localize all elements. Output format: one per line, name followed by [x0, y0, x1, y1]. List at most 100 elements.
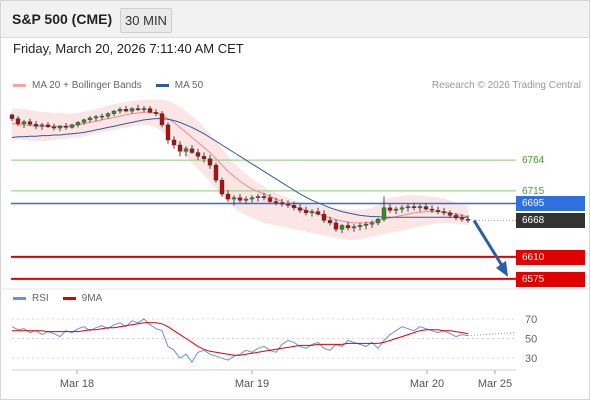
ma50-line: [11, 118, 468, 218]
candle-body: [141, 108, 147, 111]
candle-body: [315, 211, 321, 215]
rsi-ma-line: [12, 322, 469, 356]
candle-body: [327, 220, 333, 224]
candle-body: [165, 124, 171, 141]
level-label-6610: 6610: [516, 249, 585, 265]
candle-body: [459, 217, 465, 220]
candle-body: [195, 152, 201, 157]
candle-body: [171, 139, 177, 146]
legend-label-bollinger: MA 20 + Bollinger Bands: [32, 80, 142, 91]
legend-item-bollinger: MA 20 + Bollinger Bands: [13, 80, 142, 91]
candle-body: [387, 207, 393, 211]
candle-body: [213, 164, 219, 181]
candle-body: [267, 197, 273, 202]
symbol-title: S&P 500 (CME): [12, 11, 113, 27]
candle-body: [297, 207, 303, 211]
x-tick-label: Mar 25: [478, 378, 512, 390]
bollinger-swatch: [13, 84, 26, 87]
candle-body: [177, 144, 183, 152]
rsi-tick-label: 30: [525, 353, 537, 365]
candle-body: [255, 196, 261, 198]
candle-body: [393, 208, 399, 211]
candle-body: [345, 225, 351, 229]
candle-body: [159, 113, 165, 126]
legend-label-rsi-ma: 9MA: [81, 293, 103, 304]
rsi-tick-label: 70: [525, 314, 537, 326]
level-label-6715: 6715: [522, 185, 545, 197]
candle-body: [417, 206, 423, 209]
candle-body: [99, 115, 105, 118]
bollinger-band-area: [12, 99, 468, 240]
forecast-arrow-head: [496, 260, 508, 277]
candle-body: [339, 225, 345, 230]
candle-body: [381, 207, 387, 220]
candle-body: [27, 121, 33, 125]
candle-body: [441, 211, 447, 214]
rsi-projection-line: [467, 332, 517, 337]
candle-body: [405, 206, 411, 209]
rsi-line: [11, 318, 469, 363]
candle-body: [273, 201, 279, 204]
candle-body: [75, 122, 81, 126]
candle-body: [87, 117, 93, 121]
candle-body: [465, 218, 471, 221]
candle-body: [423, 206, 429, 210]
candle-body: [321, 213, 327, 221]
candle-body: [15, 118, 21, 124]
candle-body: [231, 197, 237, 200]
candle-body: [81, 119, 87, 123]
candle-body: [45, 124, 51, 127]
research-credit: Research © 2026 Trading Central: [431, 80, 581, 91]
level-label-6668: 6668: [516, 213, 585, 229]
candle-body: [351, 226, 357, 229]
candle-body: [303, 210, 309, 214]
legend-item-rsi: RSI: [13, 293, 49, 304]
x-tick-label: Mar 18: [60, 378, 94, 390]
candle-body: [123, 108, 129, 112]
level-label-6575: 6575: [516, 271, 585, 287]
candle-body: [237, 197, 243, 201]
candle-body: [39, 124, 45, 127]
candle-body: [105, 113, 111, 117]
candle-body: [201, 156, 207, 160]
ma50-swatch: [155, 84, 169, 87]
timestamp: Friday, March 20, 2026 7:11:40 AM CET: [13, 41, 244, 56]
candle-body: [225, 193, 231, 200]
candle-body: [291, 205, 297, 209]
legend-item-rsi-ma: 9MA: [62, 293, 103, 304]
candle-body: [369, 222, 375, 225]
candle-body: [249, 197, 255, 200]
candle-body: [309, 211, 315, 214]
candle-body: [333, 222, 339, 230]
candle-body: [435, 210, 441, 212]
rsi-legend: RSI 9MA: [13, 293, 116, 304]
candle-body: [411, 206, 417, 209]
legend-item-ma50: MA 50: [155, 80, 203, 91]
legend-label-rsi: RSI: [32, 293, 49, 304]
candle-body: [375, 218, 381, 224]
rsi-ma-swatch: [62, 297, 76, 300]
candle-body: [279, 202, 285, 205]
main-legend: MA 20 + Bollinger Bands MA 50: [13, 80, 217, 91]
candle-body: [183, 148, 189, 152]
candle-body: [33, 124, 39, 127]
candle-body: [363, 223, 369, 226]
period-button[interactable]: 30 MIN: [120, 8, 172, 33]
x-tick-label: Mar 19: [235, 378, 269, 390]
candle-body: [51, 126, 57, 129]
candle-body: [261, 196, 267, 198]
candle-body: [207, 158, 213, 166]
candle-body: [147, 108, 153, 113]
candle-body: [285, 203, 291, 206]
rsi-swatch: [13, 297, 26, 300]
candle-body: [63, 125, 69, 128]
rsi-tick-label: 50: [525, 334, 537, 346]
level-label-6695: 6695: [516, 196, 585, 212]
candle-body: [57, 125, 63, 129]
candle-body: [243, 198, 249, 201]
candle-body: [429, 208, 435, 211]
header-bar: S&P 500 (CME) 30 MIN: [1, 1, 589, 38]
candle-body: [189, 148, 195, 153]
candle-body: [129, 108, 135, 112]
